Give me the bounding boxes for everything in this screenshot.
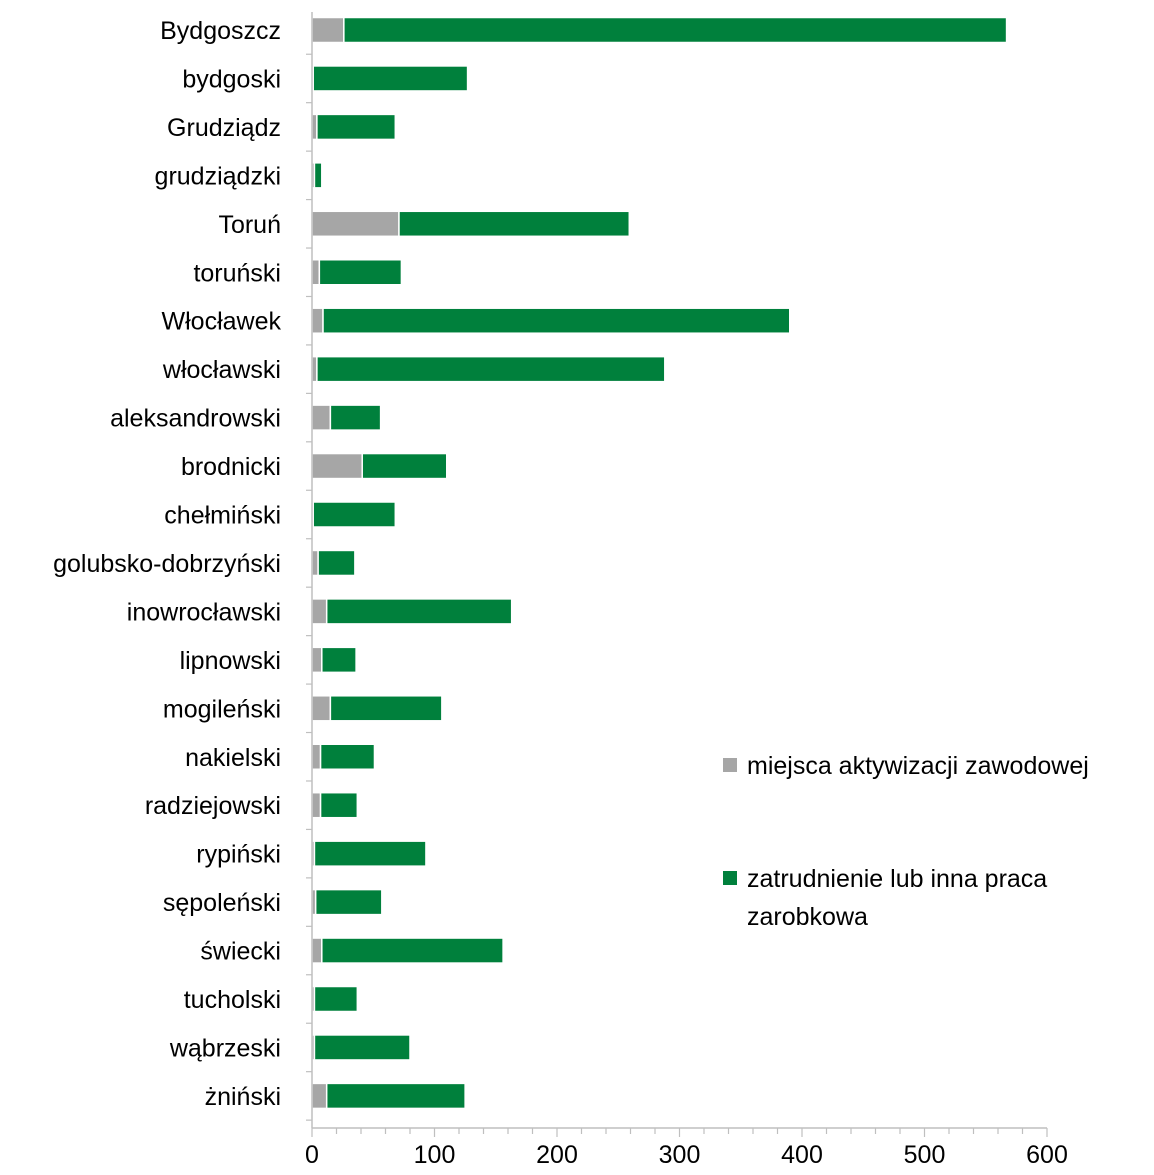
category-label-grudziadz: Grudziądz: [167, 114, 281, 142]
category-label-swiecki: świecki: [200, 938, 281, 966]
bar-nakielski-series-2: [319, 743, 376, 770]
bar-bydgoski-series-2: [312, 65, 469, 92]
bar-torun-series-2: [398, 210, 631, 238]
bar-torunski-series-1: [311, 259, 321, 286]
bar-chelminski-series-2: [312, 501, 397, 528]
bar-mogilenski-series-1: [311, 695, 332, 722]
category-label-rypinski: rypiński: [196, 841, 281, 869]
legend-label-2: zatrudnienie lub inna praca zarobkowa: [747, 865, 1047, 931]
category-label-lipnowski: lipnowski: [180, 647, 281, 675]
x-tick-label: 0: [305, 1141, 319, 1169]
bar-bydgoszcz-series-2: [343, 16, 1008, 44]
x-tick-label: 500: [904, 1141, 946, 1169]
bar-wloclawek-series-2: [322, 307, 791, 334]
bar-inowroclawski-series-1: [311, 598, 328, 625]
category-label-sepolenski: sępoleński: [163, 889, 281, 917]
bar-zninski-series-1: [311, 1082, 328, 1110]
legend-label-1: miejsca aktywizacji zawodowej: [747, 752, 1089, 780]
legend-swatch-1: [723, 758, 737, 772]
x-tick-label: 400: [781, 1141, 823, 1169]
category-label-radziejowski: radziejowski: [145, 792, 281, 820]
bar-wloclawski-series-2: [316, 355, 666, 383]
category-label-brodnicki: brodnicki: [181, 453, 281, 481]
category-label-torun: Toruń: [218, 211, 281, 239]
bar-lipnowski-series-1: [311, 646, 323, 674]
bar-wloclawek-series-1: [311, 307, 324, 334]
bar-bydgoszcz-series-1: [311, 16, 345, 44]
bar-tucholski-series-2: [313, 985, 359, 1013]
bar-wabrzeski-series-2: [313, 1034, 411, 1061]
bar-inowroclawski-series-2: [325, 598, 513, 625]
bar-sepolenski-series-2: [314, 888, 383, 916]
x-tick-label: 100: [414, 1141, 456, 1169]
x-tick-label: 200: [536, 1141, 578, 1169]
category-label-bydgoski: bydgoski: [182, 65, 281, 93]
bar-grudziadz-series-2: [316, 113, 397, 141]
bar-brodnicki-series-2: [361, 452, 448, 480]
x-tick-label: 300: [659, 1141, 701, 1169]
x-tick-label: 600: [1026, 1141, 1068, 1169]
bar-golubsko-dobrzynski-series-1: [311, 549, 319, 577]
category-label-golubsko-dobrzynski: golubsko-dobrzyński: [53, 550, 281, 578]
category-label-tucholski: tucholski: [184, 986, 281, 1014]
legend: miejsca aktywizacji zawodowej zatrudnieni…: [723, 752, 1089, 931]
bar-swiecki-series-1: [311, 937, 323, 964]
bar-swiecki-series-2: [321, 937, 504, 964]
bar-radziejowski-series-2: [319, 791, 359, 819]
category-label-wloclawski: włocławski: [162, 356, 281, 384]
category-label-nakielski: nakielski: [185, 744, 281, 772]
bar-torunski-series-2: [318, 259, 403, 286]
bar-rypinski-series-2: [313, 840, 427, 867]
bar-torun-series-1: [311, 210, 400, 238]
bar-golubsko-dobrzynski-series-2: [317, 549, 356, 577]
category-label-torunski: toruński: [193, 259, 281, 287]
category-label-chelminski: chełmiński: [164, 502, 281, 530]
bar-zninski-series-2: [325, 1082, 466, 1110]
labels-layer: Bydgoszcz bydgoski Grudziądz grudziądzki Tor…: [53, 17, 281, 1111]
category-label-wloclawek: Włocławek: [162, 308, 282, 336]
bar-radziejowski-series-1: [311, 791, 322, 819]
bar-mogilenski-series-2: [329, 695, 443, 722]
bar-aleksandrowski-series-2: [329, 404, 382, 431]
bar-brodnicki-series-1: [311, 452, 363, 480]
category-label-wabrzeski: wąbrzeski: [169, 1034, 281, 1062]
bar-aleksandrowski-series-1: [311, 404, 332, 431]
bar-grudziadzki-series-2: [313, 162, 323, 189]
category-label-mogilenski: mogileński: [163, 695, 281, 723]
category-label-grudziadzki: grudziądzki: [155, 162, 281, 190]
bars-layer: [311, 16, 1008, 1110]
axis-layer: 0 100 200 300 400 500 600: [305, 12, 1068, 1169]
bar-nakielski-series-1: [311, 743, 322, 770]
legend-swatch-2: [723, 871, 737, 885]
bar-lipnowski-series-2: [321, 646, 357, 674]
category-label-zninski: żniński: [205, 1083, 281, 1111]
category-label-inowroclawski: inowrocławski: [127, 598, 281, 626]
category-label-bydgoszcz: Bydgoszcz: [160, 17, 281, 45]
category-label-aleksandrowski: aleksandrowski: [110, 405, 281, 433]
